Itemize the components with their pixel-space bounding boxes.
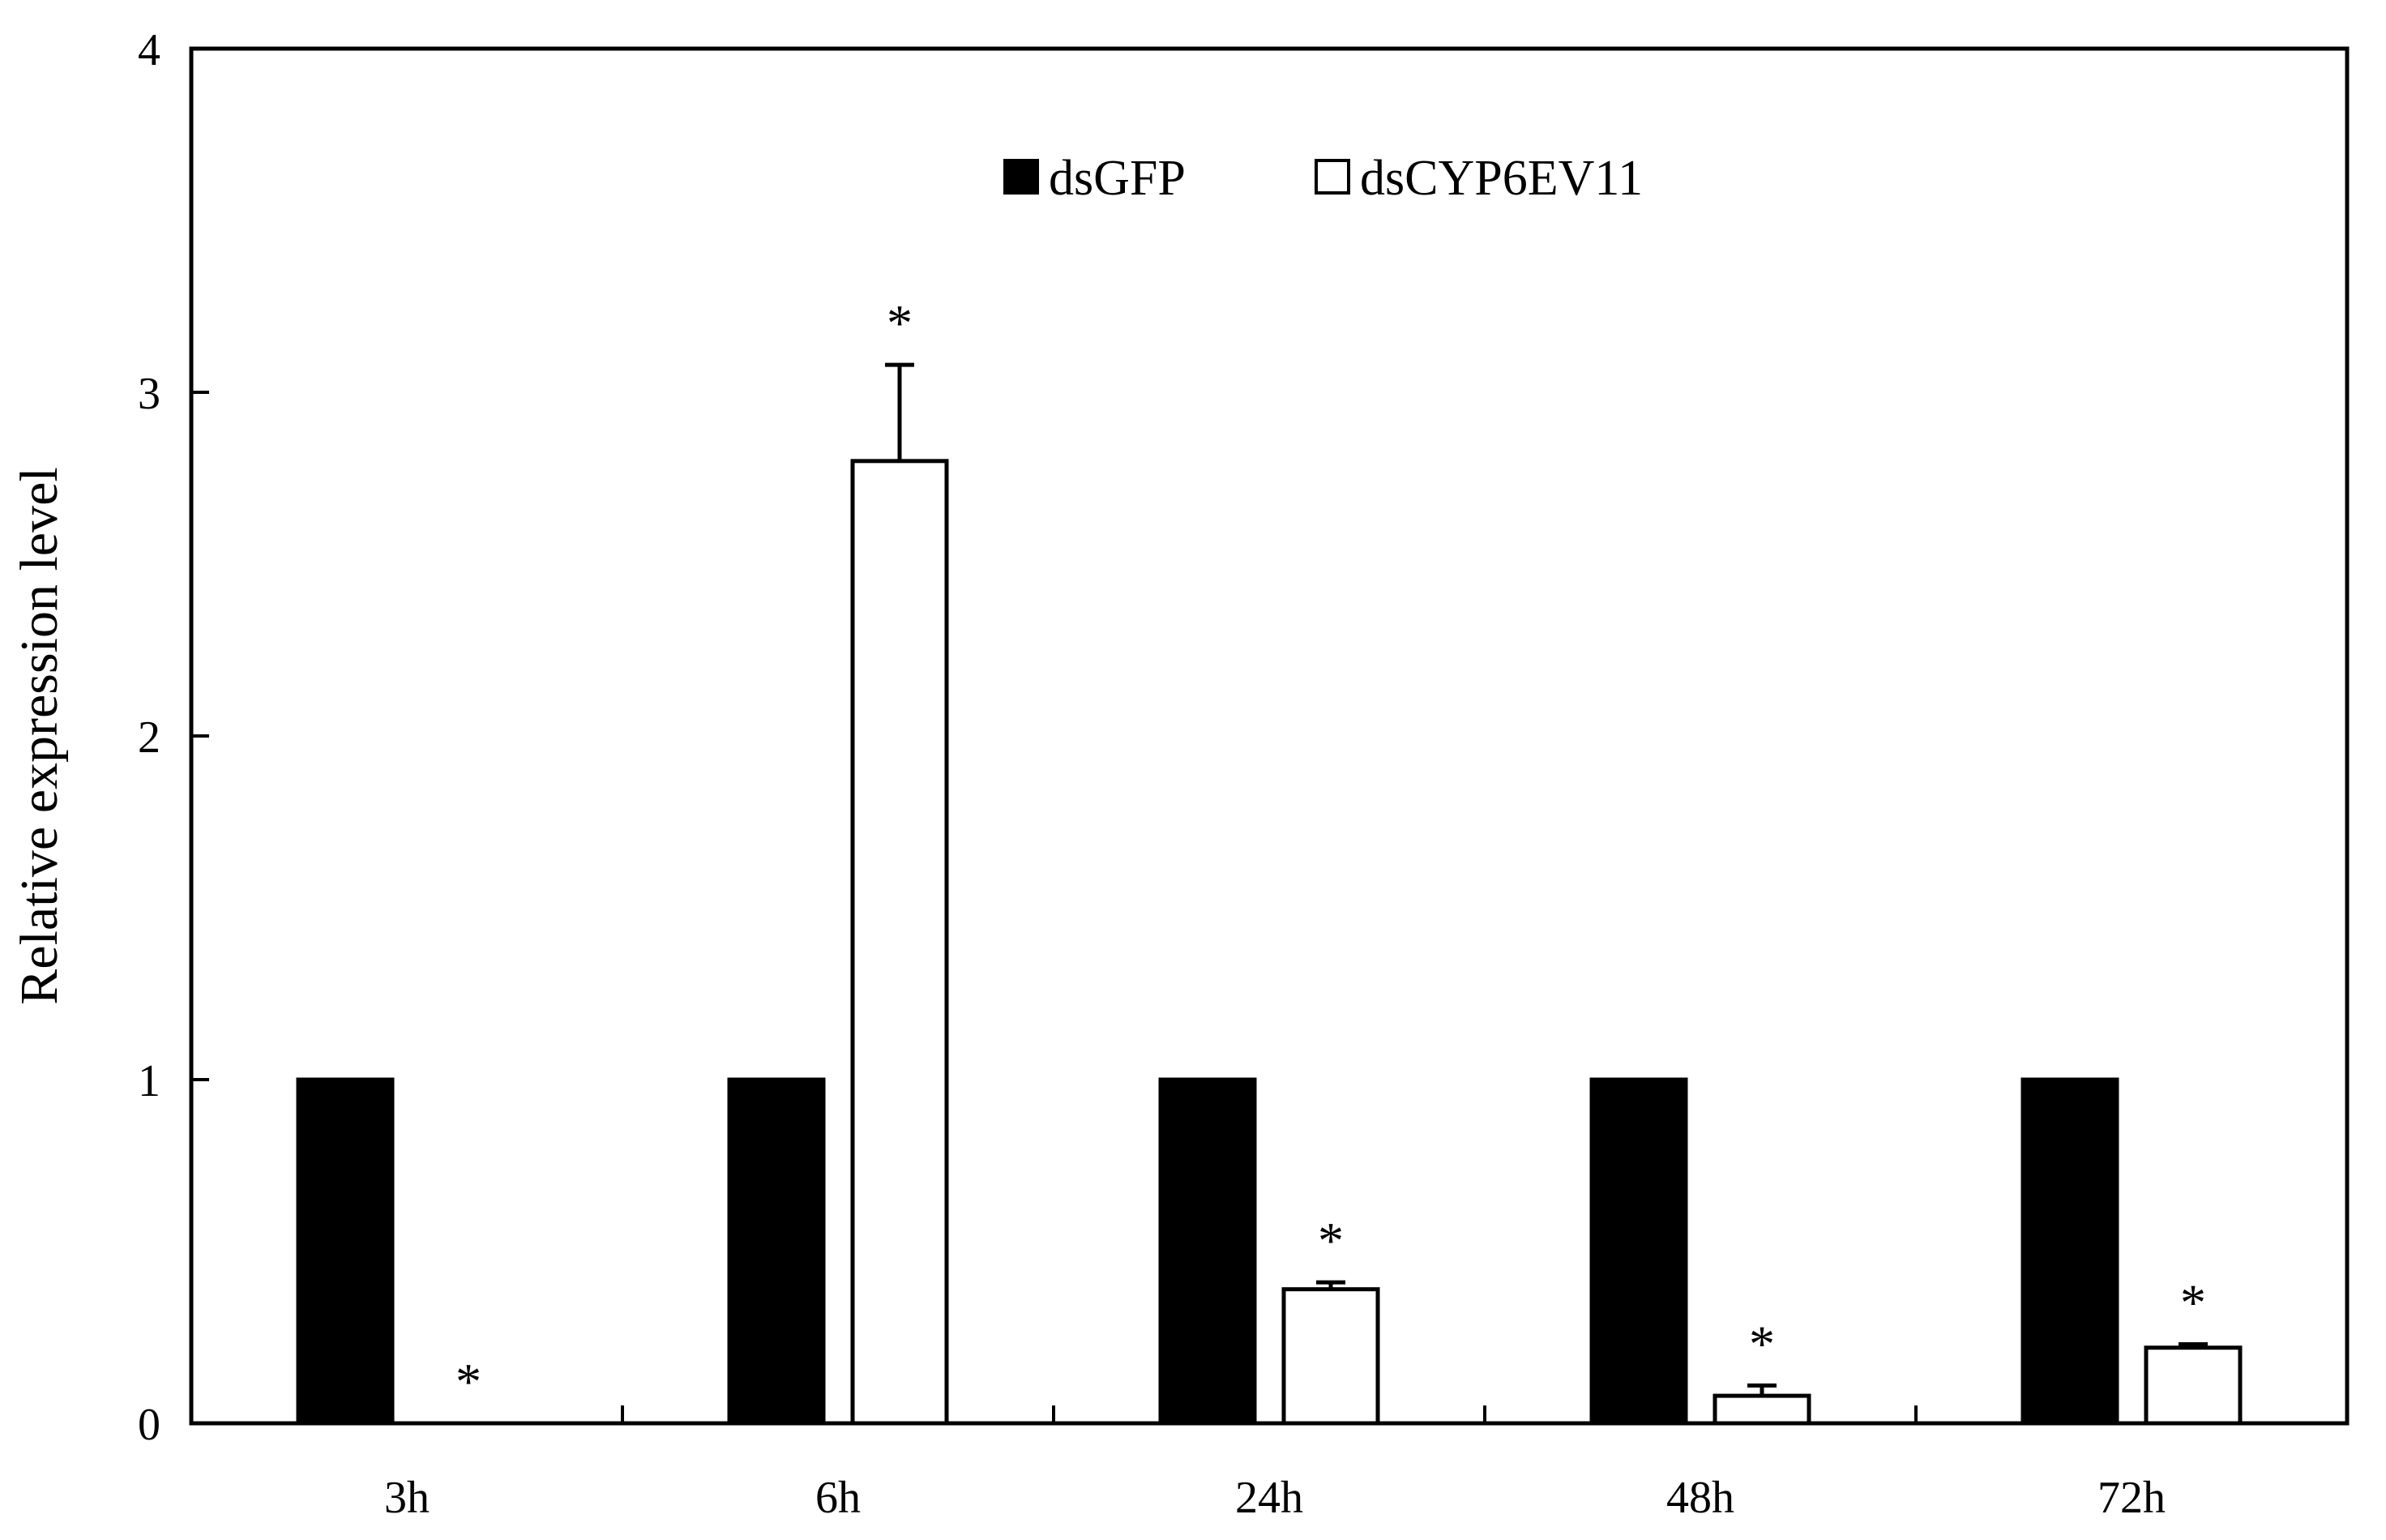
y-tick-label: 3 (138, 369, 160, 419)
bars (296, 362, 2243, 1426)
bar-dsgfp-6h (727, 1077, 826, 1426)
y-axis-label: Relative expression level (10, 467, 69, 1004)
x-axis-ticks: 3h 6h 24h 48h 72h (384, 1405, 2166, 1523)
x-tick-label: 24h (1235, 1473, 1303, 1523)
x-tick-label: 6h (815, 1473, 861, 1523)
legend-swatch-dsgfp (1003, 159, 1039, 195)
bar-dscyp6ev11-48h (1713, 1393, 1811, 1426)
bar-dscyp6ev11-24h (1281, 1287, 1380, 1426)
significance-star-6h: * (887, 294, 913, 352)
x-tick-label: 72h (2097, 1473, 2166, 1523)
bar-dsgfp-3h (296, 1077, 395, 1426)
bar-dsgfp-48h (1589, 1077, 1688, 1426)
significance-marks: * * * * * (455, 294, 2206, 1410)
significance-star-24h: * (1318, 1212, 1344, 1269)
significance-star-72h: * (2180, 1273, 2206, 1331)
significance-star-3h: * (455, 1353, 481, 1410)
bar-dsgfp-24h (1158, 1077, 1257, 1426)
bar-dscyp6ev11-72h (2144, 1345, 2243, 1426)
y-tick-label: 4 (138, 25, 160, 75)
legend-label-dscyp6ev11: dsCYP6EV11 (1360, 151, 1643, 206)
bar-dscyp6ev11-6h (850, 459, 949, 1426)
y-tick-label: 2 (138, 712, 160, 763)
x-tick-label: 3h (384, 1473, 430, 1523)
legend-label-dsgfp: dsGFP (1049, 151, 1186, 206)
y-tick-label: 0 (138, 1400, 160, 1450)
bar-dsgfp-72h (2020, 1077, 2119, 1426)
y-axis-ticks: 0 1 2 3 4 (138, 25, 209, 1450)
y-tick-label: 1 (138, 1056, 160, 1106)
significance-star-48h: * (1749, 1315, 1775, 1372)
legend-swatch-dscyp6ev11 (1315, 159, 1350, 195)
legend: dsGFP dsCYP6EV11 (1003, 151, 1643, 206)
x-tick-label: 48h (1666, 1473, 1734, 1523)
